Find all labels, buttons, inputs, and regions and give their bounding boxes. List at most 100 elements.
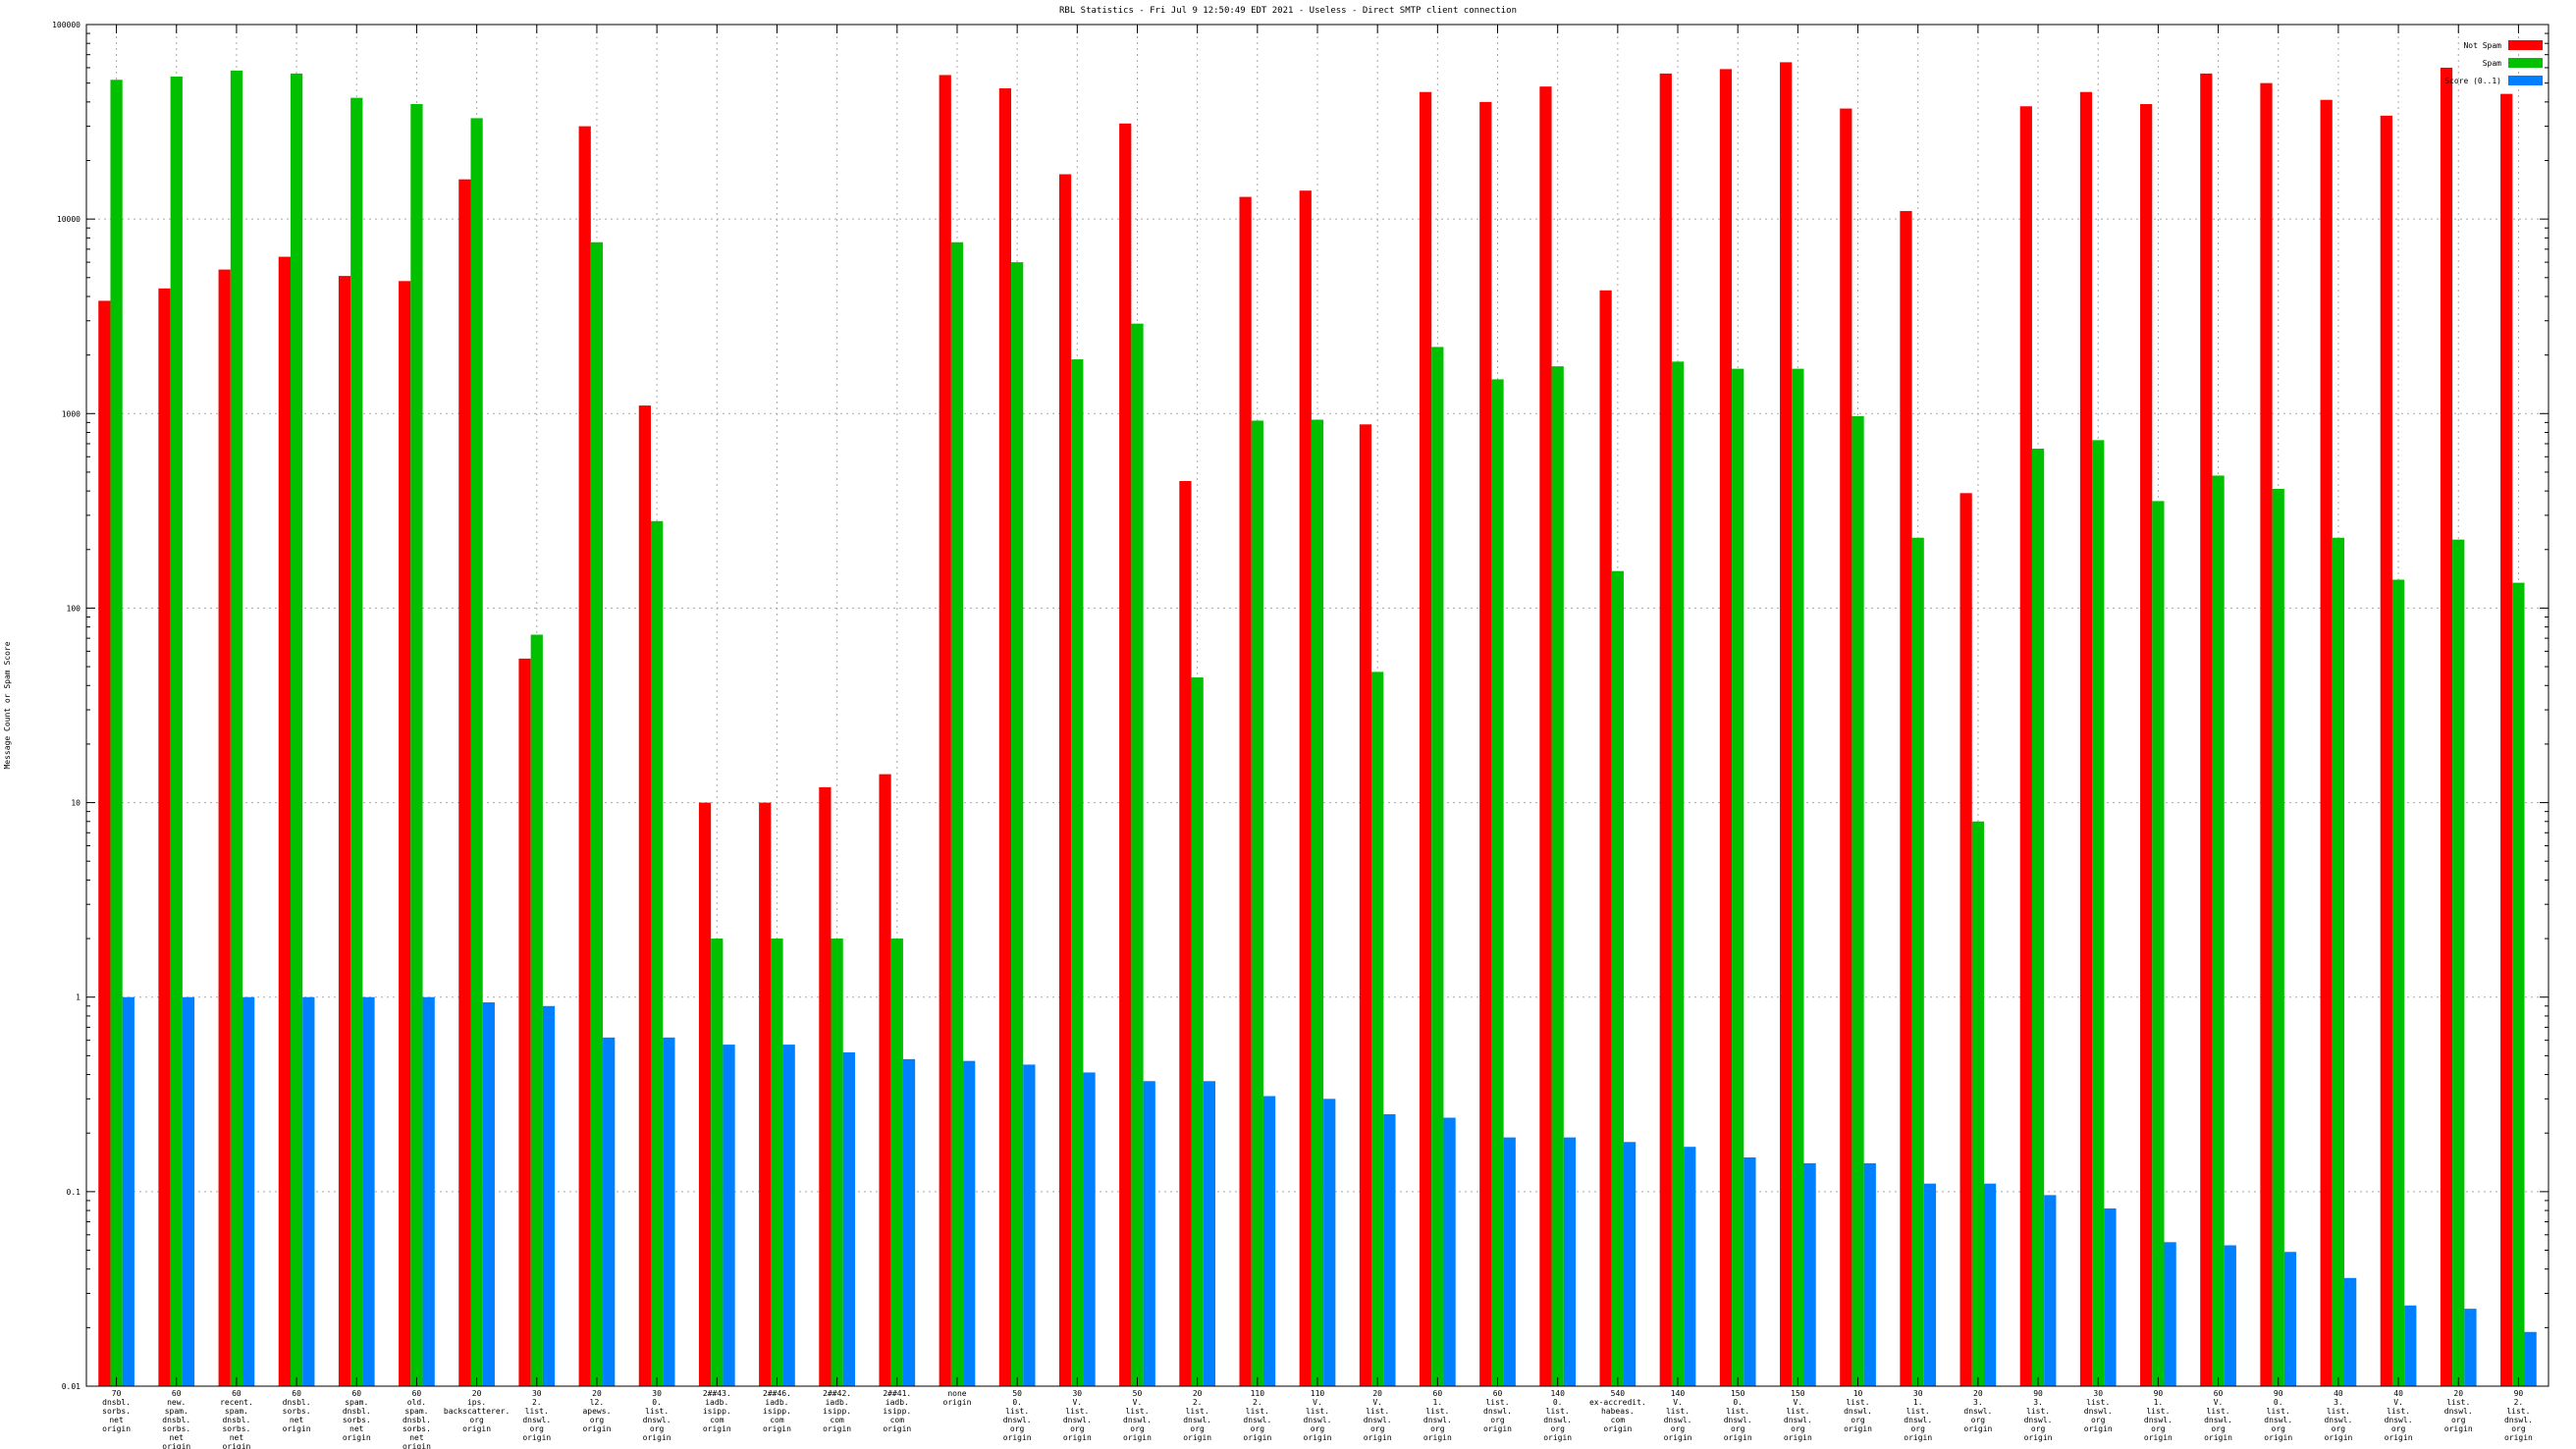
bar-not-spam <box>1900 210 1912 1387</box>
y-tick-label: 1 <box>76 993 80 1002</box>
bar-score-0-1 <box>1803 1162 1816 1386</box>
bar-spam <box>950 242 964 1386</box>
bar-score-0-1 <box>1203 1081 1216 1386</box>
y-tick-label: 100 <box>67 604 81 613</box>
x-tick-label: 20 V. list. dnswl. org origin <box>1364 1389 1392 1442</box>
bar-score-0-1 <box>122 996 134 1386</box>
bar-not-spam <box>1359 424 1372 1386</box>
bar-score-0-1 <box>902 1058 916 1386</box>
y-axis-label: Message Count or Spam Score <box>3 641 12 769</box>
bar-spam <box>1551 366 1564 1387</box>
x-tick-label: 110 2. list. dnswl. org origin <box>1243 1389 1271 1442</box>
bar-not-spam <box>638 405 652 1386</box>
bar-score-0-1 <box>182 996 195 1386</box>
bar-score-0-1 <box>1083 1072 1096 1386</box>
y-axis-ticks: 0.01 0.1 1 10 100 1000 10000 100000 <box>52 21 2549 1391</box>
bar-score-0-1 <box>422 996 435 1386</box>
bar-spam <box>1671 361 1685 1386</box>
x-tick-label: 20 ips. backscatterer. org origin <box>444 1389 510 1433</box>
x-tick-label: 540 ex-accredit. habeas. com origin <box>1589 1389 1646 1433</box>
bar-spam <box>2212 475 2225 1386</box>
bar-score-0-1 <box>2044 1195 2057 1386</box>
bar-spam <box>1431 347 1444 1386</box>
y-tick-label: 10000 <box>57 215 80 224</box>
bar-not-spam <box>819 786 832 1386</box>
bar-not-spam <box>698 802 712 1386</box>
y-tick-label: 10 <box>71 799 80 808</box>
bar-not-spam <box>338 276 351 1387</box>
bar-spam <box>1311 419 1324 1386</box>
bar-spam <box>1131 323 1144 1387</box>
bar-score-0-1 <box>2464 1309 2477 1386</box>
bar-spam <box>2512 582 2525 1386</box>
bar-spam <box>230 70 243 1387</box>
bar-score-0-1 <box>1623 1142 1637 1386</box>
bar-spam <box>1611 570 1624 1386</box>
x-tick-label: 90 3. list. dnswl. org origin <box>2024 1389 2053 1442</box>
legend-swatch <box>2508 58 2543 68</box>
x-tick-label: 140 0. list. dnswl. org origin <box>1543 1389 1572 1442</box>
bar-not-spam <box>998 87 1012 1387</box>
bar-spam <box>831 939 843 1386</box>
x-axis-tick-labels: 70 dnsbl. sorbs. net origin 60 new. spam. dnsbl.… <box>102 25 2533 1449</box>
bar-not-spam <box>1780 62 1793 1386</box>
x-tick-label: 150 0. list. dnswl. org origin <box>1724 1389 1752 1442</box>
bar-score-0-1 <box>663 1037 675 1386</box>
bar-not-spam <box>518 658 531 1386</box>
x-tick-label: 50 V. list. dnswl. org origin <box>1123 1389 1152 1442</box>
bar-spam <box>2452 539 2465 1386</box>
x-tick-label: 70 dnsbl. sorbs. net origin <box>102 1389 131 1433</box>
legend-label: Not Spam <box>2463 41 2501 50</box>
x-tick-label: 90 2. list. dnswl. org origin <box>2504 1389 2533 1442</box>
bar-spam <box>290 73 303 1386</box>
x-tick-label: 40 V. list. dnswl. org origin <box>2385 1389 2413 1442</box>
bar-not-spam <box>2320 99 2333 1386</box>
bar-spam <box>2391 579 2405 1386</box>
bar-not-spam <box>1239 196 1252 1386</box>
bar-score-0-1 <box>242 996 255 1386</box>
bar-spam <box>1071 359 1084 1386</box>
bar-score-0-1 <box>2224 1245 2236 1386</box>
bar-not-spam <box>2260 82 2273 1386</box>
legend: Not Spam Spam Score (0..1) <box>2444 40 2543 85</box>
x-tick-label: 2##41. iadb. isipp. com origin <box>883 1389 911 1433</box>
y-tick-label: 0.01 <box>62 1382 80 1391</box>
bar-not-spam <box>98 300 111 1386</box>
bar-score-0-1 <box>302 996 315 1386</box>
bar-score-0-1 <box>1383 1114 1396 1386</box>
bar-spam <box>1251 420 1263 1386</box>
bar-spam <box>2332 537 2345 1386</box>
bar-not-spam <box>939 75 951 1386</box>
bar-spam <box>2152 501 2165 1386</box>
x-tick-label: none origin <box>943 1389 972 1407</box>
bar-not-spam <box>2440 67 2453 1386</box>
bar-not-spam <box>578 126 591 1386</box>
bar-not-spam <box>278 256 291 1387</box>
bar-spam <box>590 242 604 1386</box>
x-tick-label: 10 list. dnswl. org origin <box>1844 1389 1872 1433</box>
bar-score-0-1 <box>2524 1331 2537 1386</box>
bar-spam <box>2031 449 2045 1386</box>
bar-score-0-1 <box>1323 1099 1336 1386</box>
bar-score-0-1 <box>1684 1147 1696 1386</box>
bar-not-spam <box>1599 290 1612 1387</box>
x-tick-label: 30 1. list. dnswl. org origin <box>1904 1389 1932 1442</box>
bar-score-0-1 <box>542 1005 556 1386</box>
bar-score-0-1 <box>603 1037 616 1386</box>
x-tick-label: 30 list. dnswl. org origin <box>2084 1389 2113 1433</box>
chart-title: RBL Statistics - Fri Jul 9 12:50:49 EDT … <box>1059 6 1517 16</box>
bar-score-0-1 <box>1923 1183 1937 1386</box>
y-tick-label: 100000 <box>52 21 80 29</box>
bar-not-spam <box>1479 101 1492 1386</box>
x-tick-label: 90 0. list. dnswl. org origin <box>2264 1389 2292 1442</box>
legend-swatch <box>2508 40 2543 50</box>
bar-score-0-1 <box>1983 1183 1997 1386</box>
bar-spam <box>350 97 363 1386</box>
bar-not-spam <box>1539 86 1552 1386</box>
bar-not-spam <box>1840 108 1852 1387</box>
bar-spam <box>1852 415 1864 1386</box>
bar-spam <box>711 939 724 1386</box>
y-tick-label: 0.1 <box>67 1188 81 1197</box>
x-tick-label: 150 V. list. dnswl. org origin <box>1784 1389 1812 1442</box>
x-tick-label: 60 dnsbl. sorbs. net origin <box>283 1389 311 1433</box>
